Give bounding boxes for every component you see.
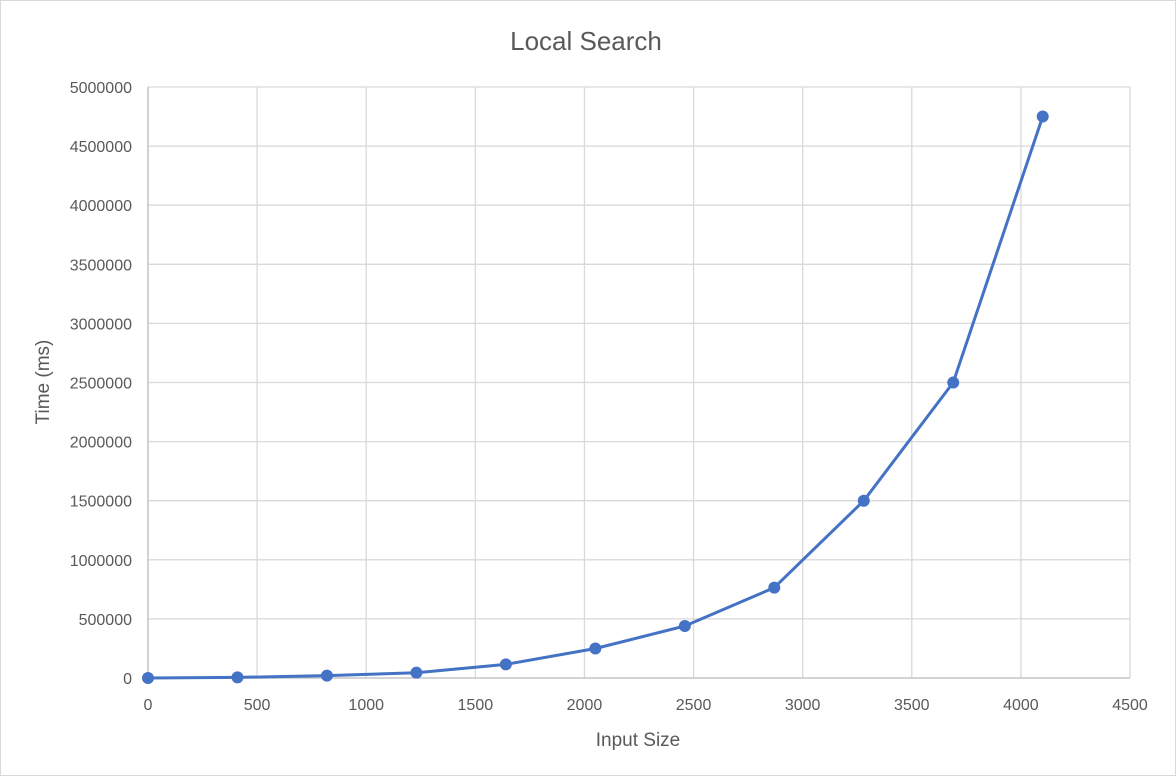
data-point <box>768 581 781 594</box>
axes <box>147 87 1130 679</box>
data-point <box>410 666 423 679</box>
x-tick-label: 3000 <box>785 697 821 714</box>
x-tick-label: 0 <box>144 697 153 714</box>
y-tick-label: 500000 <box>79 612 132 629</box>
x-tick-label: 1500 <box>458 697 494 714</box>
y-tick-label: 3000000 <box>70 316 132 333</box>
chart-title: Local Search <box>510 26 662 56</box>
x-tick-label: 2000 <box>567 697 603 714</box>
gridlines <box>147 86 1131 679</box>
y-tick-label: 4000000 <box>70 198 132 215</box>
data-point <box>499 658 512 671</box>
y-tick-label: 1000000 <box>70 553 132 570</box>
y-tick-label: 1500000 <box>70 494 132 511</box>
data-point <box>947 376 960 389</box>
y-tick-label: 5000000 <box>70 80 132 97</box>
x-axis-title: Input Size <box>596 730 681 751</box>
data-point <box>231 671 244 684</box>
y-tick-label: 3500000 <box>70 257 132 274</box>
series <box>142 110 1049 684</box>
x-tick-label: 4000 <box>1003 697 1039 714</box>
y-tick-label: 2000000 <box>70 435 132 452</box>
x-tick-label: 3500 <box>894 697 930 714</box>
series-line <box>146 115 1045 680</box>
y-tick-label: 0 <box>123 671 132 688</box>
data-point <box>142 672 154 684</box>
x-tick-label: 4500 <box>1112 697 1148 714</box>
x-tick-label: 500 <box>244 697 271 714</box>
data-point <box>857 494 870 507</box>
x-tick-label: 1000 <box>348 697 384 714</box>
data-point <box>1036 110 1049 123</box>
x-tick-label: 2500 <box>676 697 712 714</box>
y-axis-title: Time (ms) <box>33 340 54 425</box>
tick-labels: 0 500 1000 1500 2000 2500 3000 3500 4000 4500 0 500… <box>70 80 1148 714</box>
y-tick-label: 4500000 <box>70 139 132 156</box>
data-point <box>320 669 333 682</box>
y-tick-label: 2500000 <box>70 376 132 393</box>
data-point <box>589 642 602 655</box>
data-point <box>678 619 691 632</box>
